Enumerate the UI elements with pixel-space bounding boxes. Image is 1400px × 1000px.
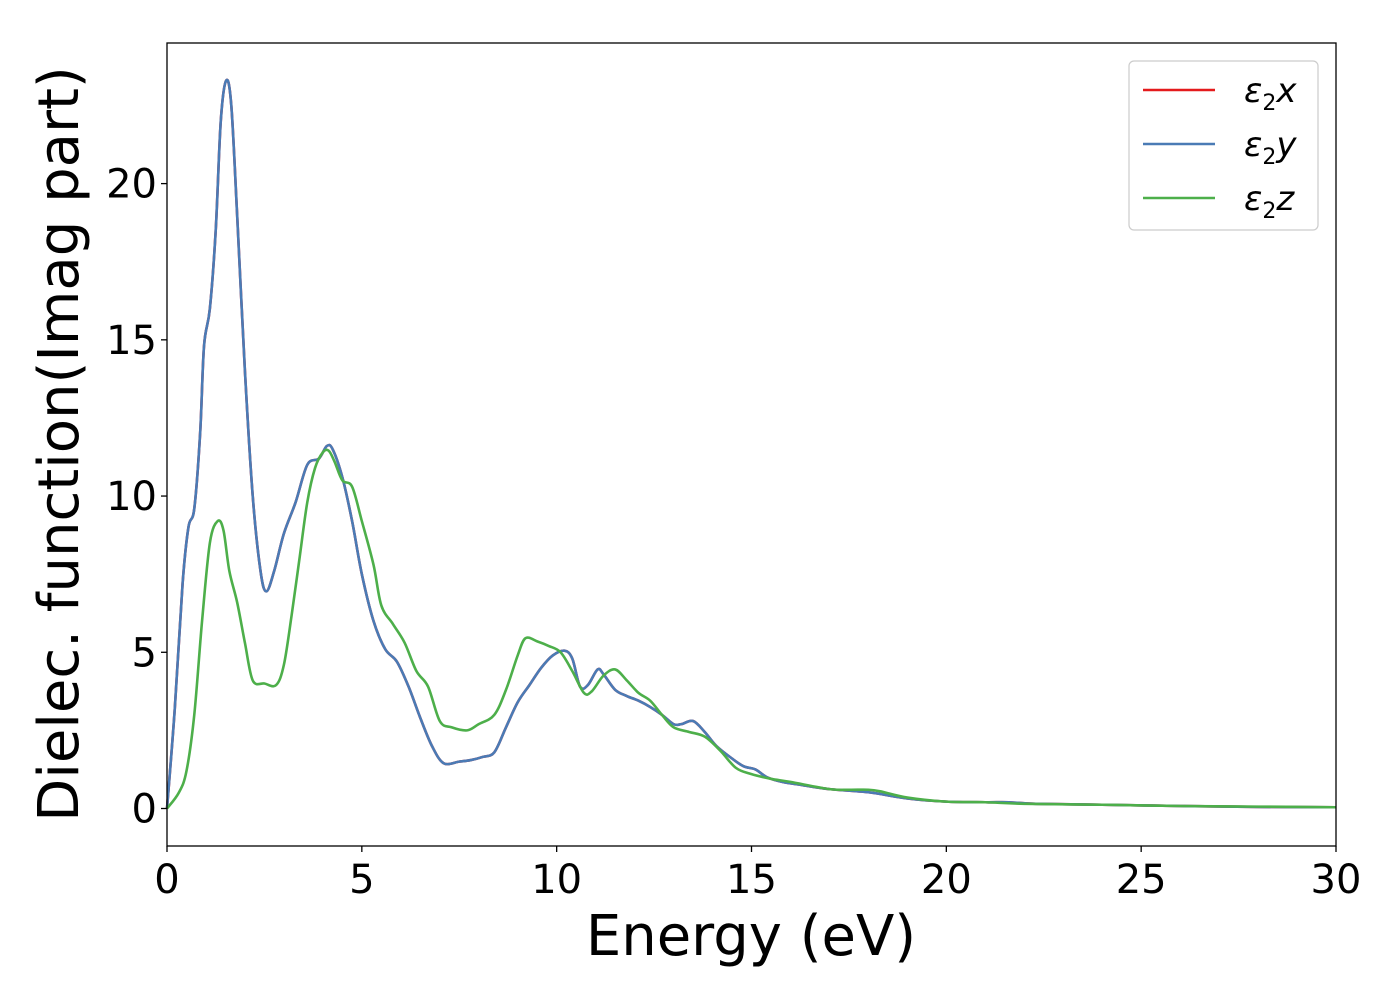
legend-label-x: ε2x	[1244, 71, 1297, 116]
y-tick-label: 0	[132, 787, 157, 833]
y-tick-label: 10	[106, 474, 157, 520]
legend-variable: x	[1275, 71, 1297, 111]
x-tick-label: 0	[154, 857, 179, 903]
y-tick-label: 5	[132, 630, 157, 676]
legend-symbol: ε	[1244, 179, 1262, 219]
y-tick-label: 20	[106, 162, 157, 208]
series-line-z	[165, 448, 1337, 810]
x-tick-label: 25	[1116, 857, 1167, 903]
y-tick-label: 15	[106, 318, 157, 364]
legend-label-z: ε2z	[1244, 179, 1295, 224]
legend-variable: z	[1275, 179, 1295, 219]
x-tick-label: 10	[531, 857, 582, 903]
x-tick-label: 15	[726, 857, 777, 903]
legend-box	[1128, 60, 1319, 231]
x-tick-label: 5	[349, 857, 374, 903]
x-tick-label: 20	[921, 857, 972, 903]
x-axis-title: Energy (eV)	[586, 904, 916, 969]
legend-subscript: 2	[1262, 145, 1276, 170]
y-axis-title: Dielec. function(Imag part)	[27, 66, 92, 822]
legend-label-y: ε2y	[1244, 125, 1297, 170]
legend-symbol: ε	[1244, 125, 1262, 165]
y-axis-ticks: 0 5 10 15 20	[106, 162, 167, 833]
legend-subscript: 2	[1262, 199, 1276, 224]
series-layer	[165, 78, 1337, 810]
legend-variable: y	[1275, 125, 1297, 165]
legend-symbol: ε	[1244, 71, 1262, 111]
x-tick-label: 30	[1311, 857, 1362, 903]
legend-subscript: 2	[1262, 91, 1276, 116]
x-axis-ticks: 0 5 10 15 20 25 30	[154, 846, 1361, 903]
